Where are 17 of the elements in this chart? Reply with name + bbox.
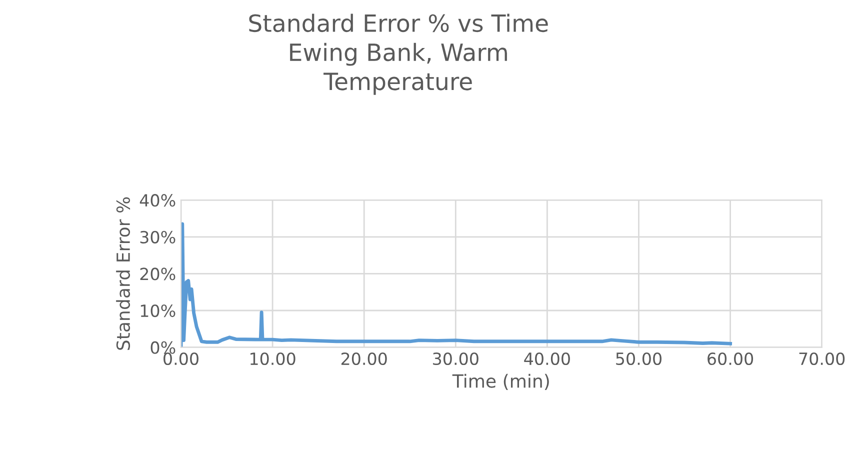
chart-title: Standard Error % vs Time Ewing Bank, Warm Temperature: [249, 14, 548, 95]
x-tick-label: 60.00: [708, 352, 754, 366]
y-tick-label: 20%: [140, 268, 176, 280]
x-tick-label: 10.00: [250, 352, 296, 366]
y-tick-label: 10%: [140, 304, 176, 318]
x-tick-label: 20.00: [341, 352, 387, 366]
x-axis-title: Time (min): [452, 374, 549, 390]
x-tick-label: 50.00: [616, 352, 662, 366]
y-tick-label: 30%: [140, 230, 176, 244]
y-tick-label: 0%: [150, 341, 176, 354]
x-tick-label: 40.00: [524, 352, 570, 366]
line-series: [180, 222, 732, 348]
y-axis-title: Standard Error %: [116, 197, 130, 350]
x-tick-label: 0.00: [164, 352, 198, 366]
x-tick-label: 30.00: [433, 352, 478, 366]
x-tick-label: 70.00: [799, 352, 845, 366]
y-tick-label: 40%: [140, 194, 176, 207]
